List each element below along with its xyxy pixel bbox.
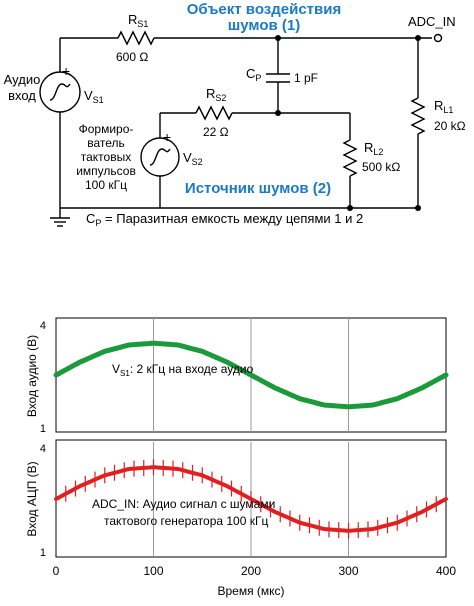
- vs2-desc-line-3: тактовых: [81, 150, 131, 164]
- vs2-desc-line-1: Формиро-: [79, 122, 134, 136]
- vs2-plus: +: [163, 129, 171, 145]
- audio-input-chart: 4 1 Вход аудио (В) VS1: 2 кГц на входе а…: [25, 317, 449, 435]
- cp-value: 1 pF: [294, 71, 318, 85]
- vs1-label: VS1: [84, 88, 104, 105]
- junction-dot: [275, 110, 281, 116]
- annotation-line-1: ADC_IN: Аудио сигнал с шумами: [92, 497, 275, 511]
- x-tick-label: 100: [143, 564, 163, 578]
- cp-label: CP: [246, 66, 261, 83]
- vs2-label: VS2: [183, 150, 203, 167]
- junction-dot: [415, 35, 421, 41]
- vs1-desc-line-1: Аудио: [4, 72, 41, 87]
- title-line-2: шумов (1): [228, 17, 300, 34]
- rl2-label: RL2: [364, 140, 383, 157]
- resistor-rl1: [410, 97, 426, 135]
- vs2-desc-line-2: ватель: [87, 136, 125, 150]
- y-axis-label: Вход АЦП (В): [25, 461, 39, 536]
- rl1-value: 20 kΩ: [434, 119, 466, 133]
- rl1-label: RL1: [434, 98, 453, 115]
- y-tick-label: 4: [40, 320, 46, 332]
- noise-source-label: Источник шумов (2): [185, 180, 331, 197]
- pulse-icon: [149, 148, 171, 166]
- resistor-rs1: [117, 30, 155, 46]
- rs2-value: 22 Ω: [203, 125, 229, 139]
- rs2-label: RS2: [206, 86, 226, 103]
- series-line: [53, 340, 449, 410]
- y-axis-label: Вход аудио (В): [25, 335, 39, 417]
- x-tick-label: 400: [436, 564, 456, 578]
- series-line: [54, 465, 448, 533]
- vs2-desc-line-4: импульсов: [76, 164, 136, 178]
- adc-label: ADC_IN: [408, 14, 456, 29]
- source-vs2: [140, 137, 180, 177]
- y-tick-label: 4: [40, 443, 46, 455]
- output-terminal: [433, 33, 443, 43]
- x-tick-label: 200: [241, 564, 261, 578]
- circuit-diagram: [39, 30, 432, 227]
- rs1-value: 600 Ω: [116, 50, 148, 64]
- junction-dot: [415, 205, 421, 211]
- adc-input-chart: 4 1 Вход АЦП (В) ADC_IN: Аудио сигнал с …: [25, 439, 457, 598]
- resistor-rs2: [195, 105, 233, 121]
- x-ticks: 0 100 200 300 400: [53, 564, 457, 578]
- y-tick-label: 1: [40, 547, 46, 559]
- vs1-desc-line-2: вход: [8, 88, 36, 103]
- vs2-desc-line-5: 100 кГц: [85, 178, 127, 192]
- rl2-value: 500 kΩ: [362, 160, 400, 174]
- caption: CP = Паразитная емкость между цепями 1 и…: [86, 211, 363, 228]
- title-line-1: Объект воздействия: [187, 1, 341, 18]
- source-vs1: [39, 71, 81, 113]
- y-tick-label: 1: [40, 423, 46, 435]
- annotation: VS1: 2 кГц на входе аудио: [112, 362, 254, 378]
- junction-dot: [275, 35, 281, 41]
- x-tick-label: 300: [338, 564, 358, 578]
- x-tick-label: 0: [53, 564, 60, 578]
- sine-icon: [49, 83, 71, 101]
- rs1-label: RS1: [128, 12, 148, 29]
- x-axis-label: Время (мкс): [217, 584, 284, 598]
- annotation-line-2: тактового генератора 100 кГц: [104, 514, 268, 528]
- vs1-plus: +: [62, 63, 70, 79]
- resistor-rl2: [342, 139, 358, 177]
- junction-dot: [347, 205, 353, 211]
